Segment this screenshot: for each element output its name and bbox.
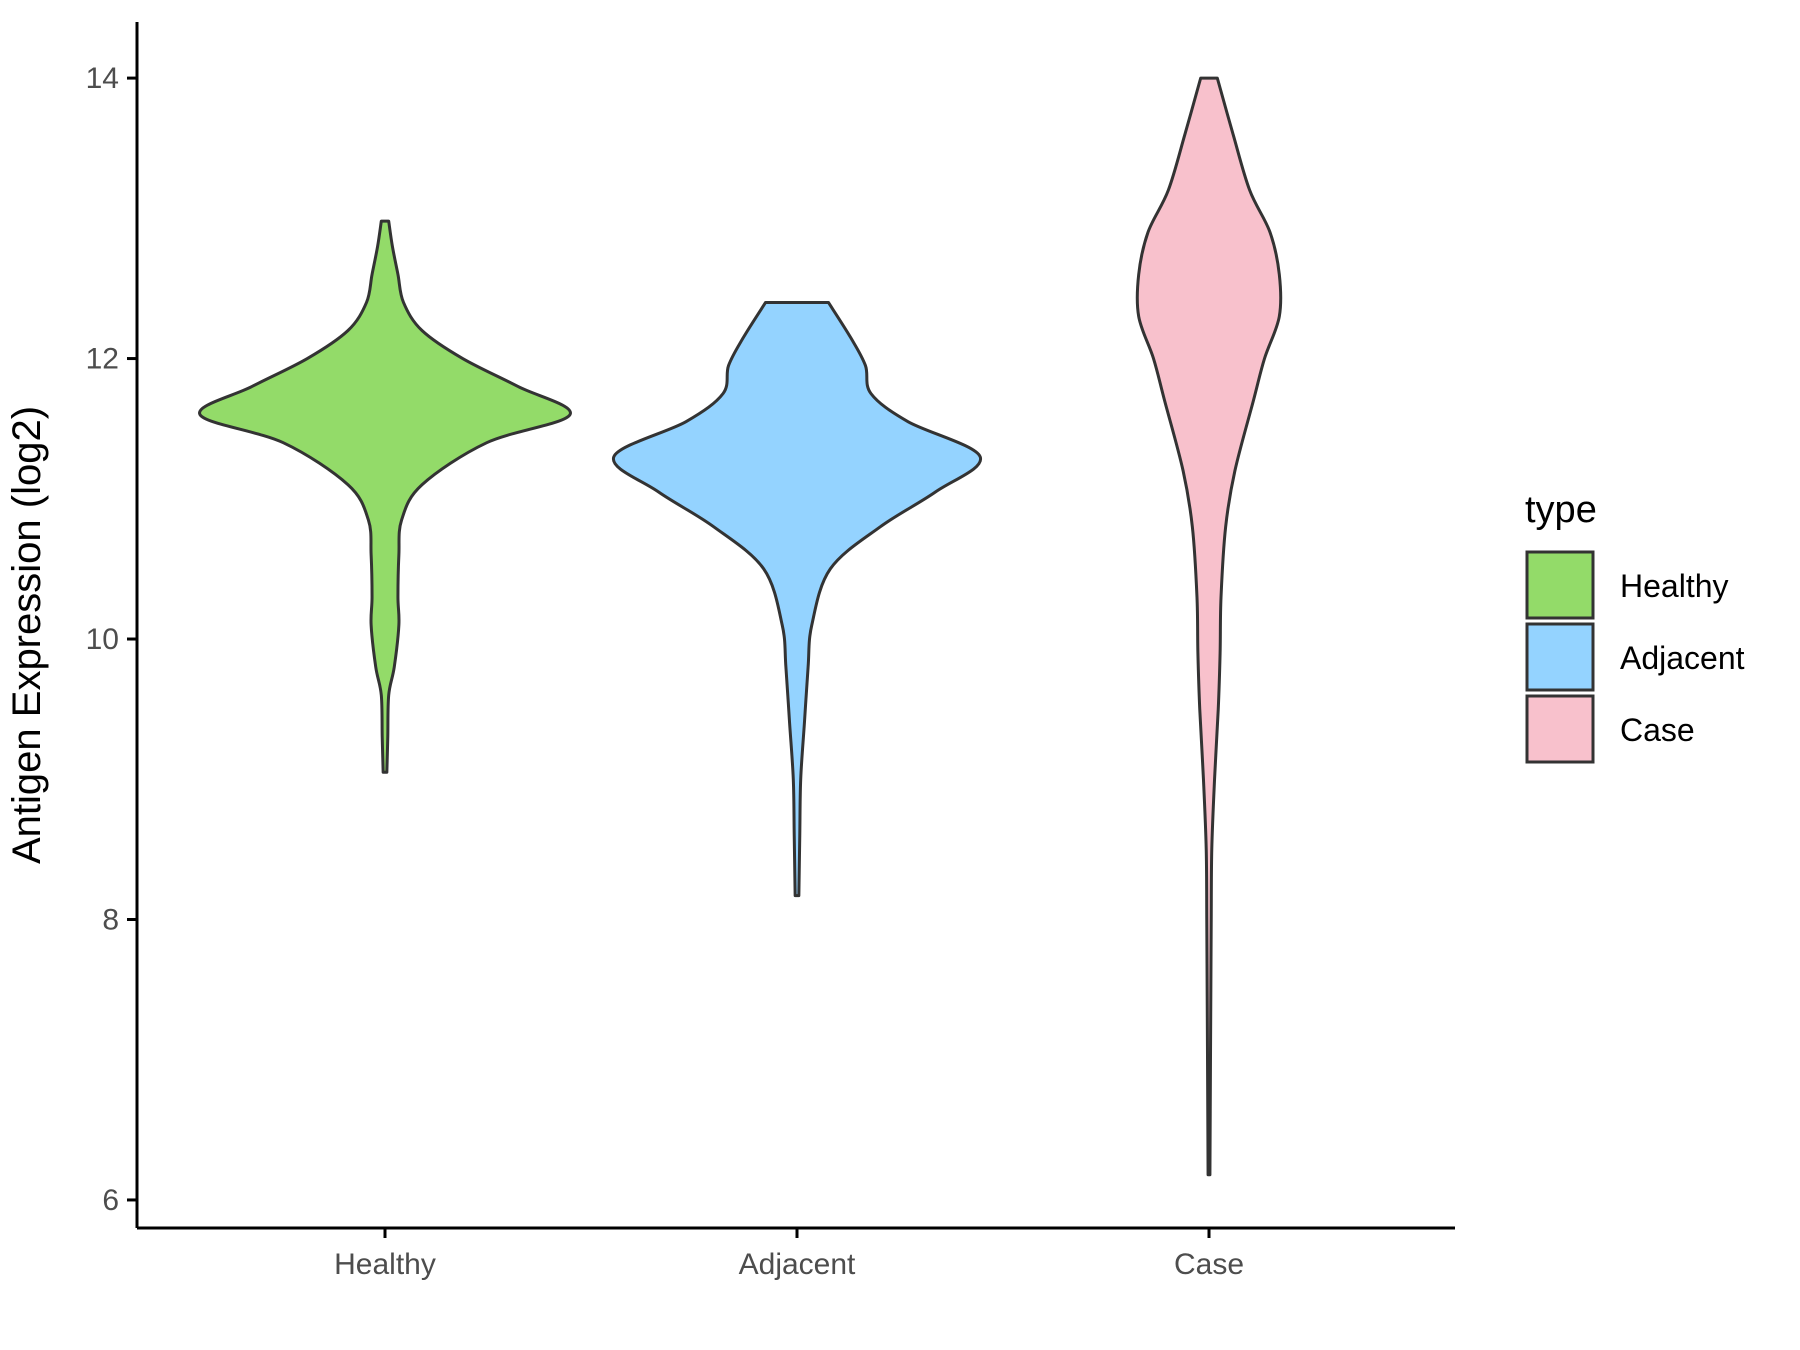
violin-adjacent	[612, 300, 982, 898]
x-tick-label: Case	[1174, 1248, 1244, 1281]
legend-swatch-case	[1525, 694, 1595, 764]
violin-layer	[198, 76, 1283, 1177]
legend-swatch-healthy	[1525, 550, 1595, 620]
y-tick-label: 12	[86, 343, 119, 376]
x-tick-label: Adjacent	[739, 1248, 856, 1281]
legend-swatch-adjacent	[1525, 622, 1595, 692]
y-axis-title: Antigen Expression (log2)	[5, 406, 49, 864]
x-tick-label: Healthy	[334, 1248, 436, 1281]
violin-case	[1135, 76, 1283, 1177]
x-ticks: Healthy Adjacent Case	[334, 1228, 1244, 1281]
y-tick-label: 10	[86, 623, 119, 656]
axes: 6 8 10 12 14 Healthy Adjacent Case Antigen Exp…	[5, 22, 1455, 1281]
legend-entries: Healthy Adjacent Case	[1525, 550, 1745, 764]
violin-healthy	[198, 219, 572, 774]
legend-title: type	[1525, 489, 1597, 531]
legend-label-healthy: Healthy	[1620, 568, 1729, 604]
y-tick-label: 6	[102, 1184, 119, 1217]
y-tick-label: 8	[102, 903, 119, 936]
legend-label-case: Case	[1620, 712, 1695, 748]
legend: type Healthy Adjacent Case	[1525, 489, 1745, 764]
y-tick-label: 14	[86, 62, 119, 95]
y-ticks: 6 8 10 12 14	[86, 62, 137, 1217]
legend-label-adjacent: Adjacent	[1620, 640, 1745, 676]
